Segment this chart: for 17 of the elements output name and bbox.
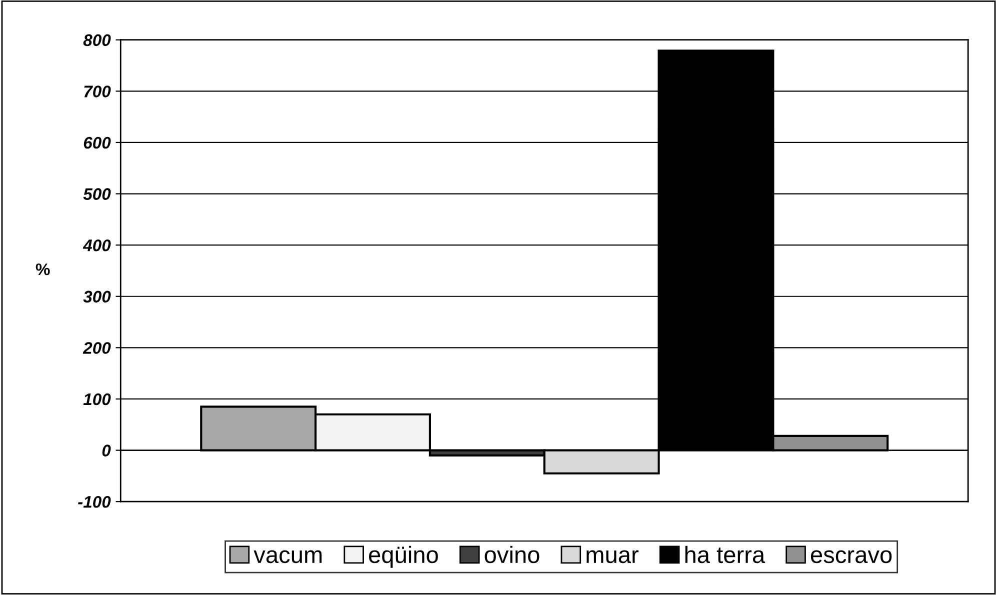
y-tick-label: 800 [83, 34, 111, 46]
legend-label: vacum [254, 550, 322, 564]
y-tick-label: 400 [82, 239, 111, 252]
y-tick-label: 0 [102, 444, 111, 456]
legend-label: escravo [810, 550, 892, 564]
y-axis-title: % [36, 263, 50, 276]
y-tick-label: 100 [83, 393, 111, 406]
y-tick-label: 300 [83, 290, 111, 303]
legend-label: ha terra [685, 546, 766, 564]
y-tick-label: 700 [84, 86, 111, 98]
legend-label: eqüino [369, 546, 438, 568]
y-tick-label: 200 [82, 342, 111, 354]
y-tick-label: 500 [83, 188, 111, 200]
y-tick-label: -100 [78, 496, 111, 508]
y-tick-label: 600 [84, 136, 111, 149]
legend-label: muar [586, 550, 638, 564]
legend-label: ovino [484, 546, 540, 564]
